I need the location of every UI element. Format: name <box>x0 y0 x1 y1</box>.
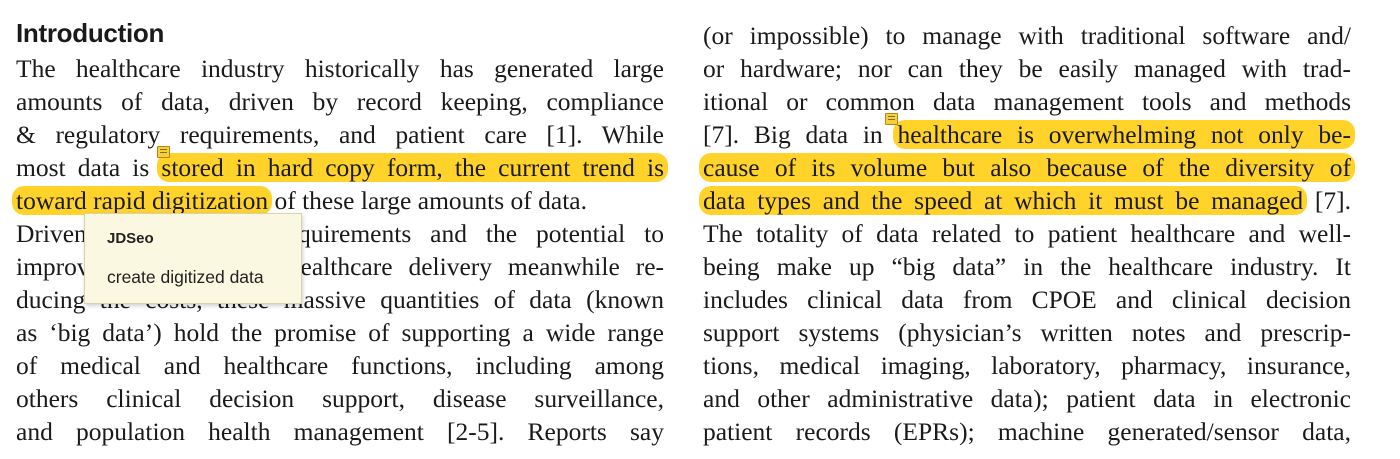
text-line: most data is stored in hard copy form, t… <box>16 151 669 184</box>
text-segment: most data is <box>16 153 162 182</box>
section-heading: Introduction <box>16 18 165 48</box>
text-line: tions, medical imaging, laboratory, phar… <box>703 351 1351 380</box>
note-icon[interactable] <box>157 146 170 158</box>
text-line: support systems (physician’s written not… <box>703 318 1351 347</box>
text-line: patient records (EPRs); machine generate… <box>703 417 1351 446</box>
highlight-annotation[interactable]: data types and the speed at which it mus… <box>699 186 1308 215</box>
text-line: of medical and healthcare functions, inc… <box>16 351 664 380</box>
text-line: data types and the speed at which it mus… <box>699 184 1352 217</box>
comment-text: create digitized data <box>107 267 264 287</box>
text-line: as ‘big data’) hold the promise of suppo… <box>16 318 664 347</box>
highlight-annotation[interactable]: stored in hard copy form, the current tr… <box>157 153 669 182</box>
highlight-annotation[interactable]: toward rapid digitization <box>12 186 273 215</box>
text-line: (or impossible) to manage with tradition… <box>703 21 1351 50</box>
text-line: toward rapid digitization of these large… <box>12 184 587 217</box>
note-icon[interactable] <box>885 113 898 125</box>
text-line: includes clinical data from CPOE and cli… <box>703 285 1351 314</box>
text-line: & regulatory requirements, and patient c… <box>16 120 664 149</box>
text-line: The healthcare industry historically has… <box>16 54 664 83</box>
text-line: being make up “big data” in the healthca… <box>703 252 1351 281</box>
text-line: or hardware; nor can they be easily mana… <box>703 54 1351 83</box>
text-line: [7]. Big data in healthcare is overwhelm… <box>703 118 1355 151</box>
text-line: and other administrative data); patient … <box>703 384 1351 413</box>
highlight-annotation[interactable]: cause of its volume but also because of … <box>699 153 1355 182</box>
highlight-annotation[interactable]: healthcare is overwhelming not only be- <box>893 120 1355 149</box>
text-segment: [7]. Big data in <box>703 120 898 149</box>
text-line: itional or common data management tools … <box>703 87 1351 116</box>
text-line: amounts of data, driven by record keepin… <box>16 87 664 116</box>
comment-popup[interactable]: JDSeo create digitized data <box>84 213 302 304</box>
text-line: and population health management [2-5]. … <box>16 417 664 446</box>
text-line: others clinical decision support, diseas… <box>16 384 664 413</box>
text-line: cause of its volume but also because of … <box>699 151 1355 184</box>
text-segment: [7]. <box>1303 186 1352 215</box>
comment-author: JDSeo <box>107 230 154 247</box>
text-segment: of these large amounts of data. <box>268 186 587 215</box>
text-line: The totality of data related to patient … <box>703 219 1351 248</box>
